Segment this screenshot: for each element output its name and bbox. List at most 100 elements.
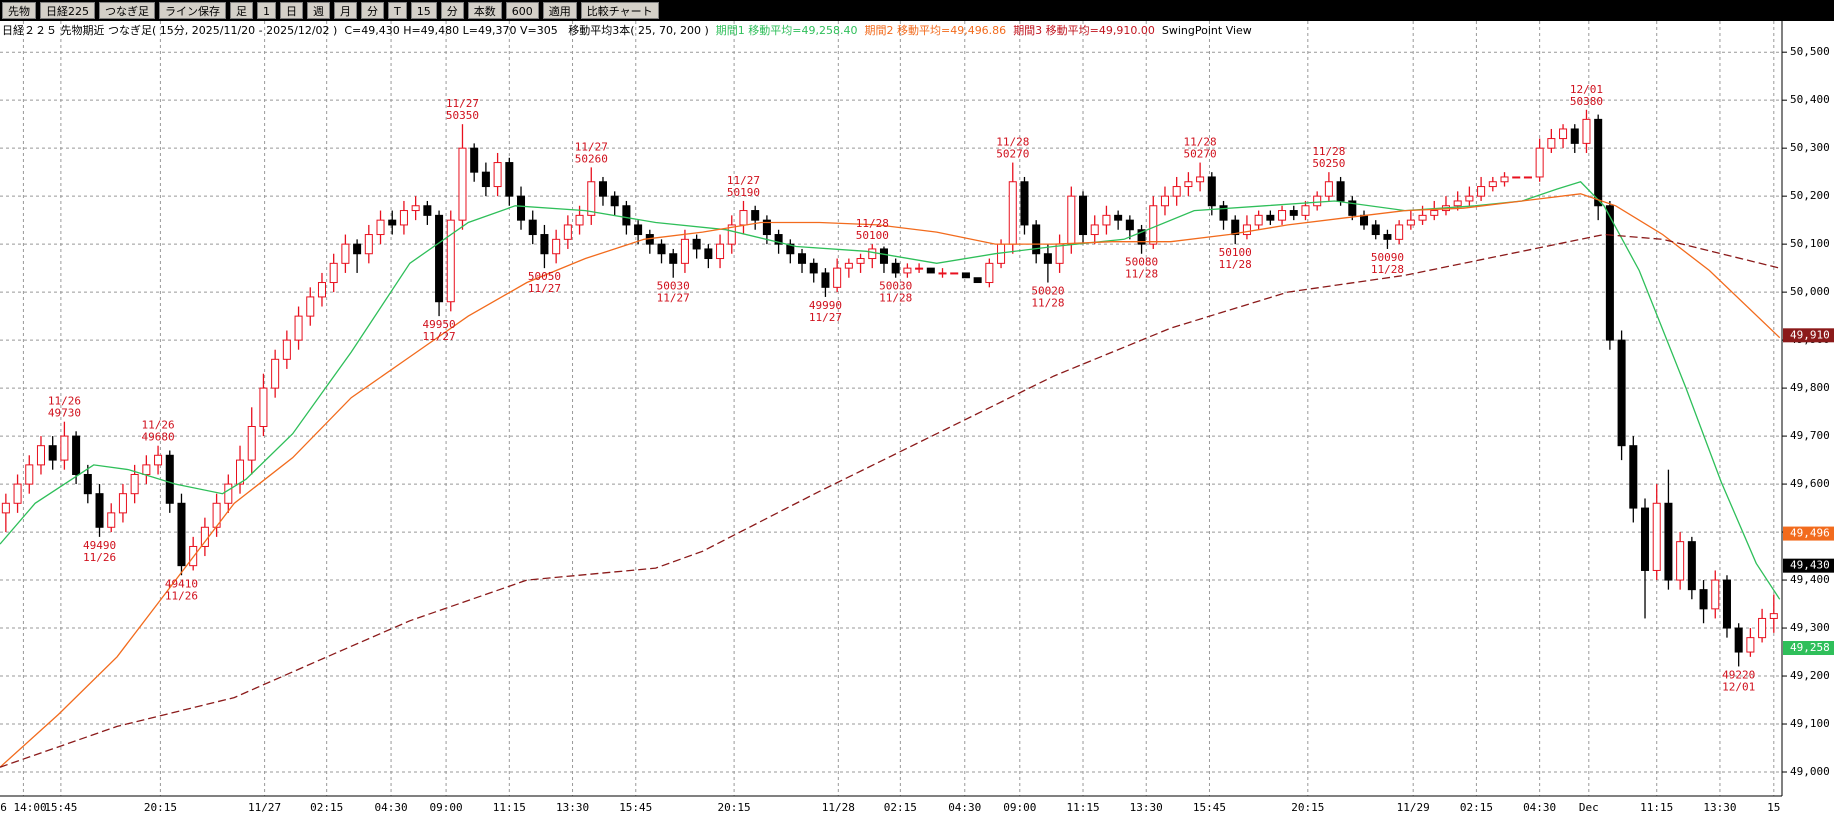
candle-body [1137, 229, 1146, 245]
candle-body [154, 454, 163, 466]
candle-body [938, 272, 947, 275]
toolbar-item[interactable]: 月 [334, 2, 357, 19]
candle-body [1219, 205, 1228, 221]
info-main: 日経２２５ 先物期近 つなぎ足( 15分, 2025/11/20 - 2025/… [2, 24, 709, 37]
swing-low-date: 11/28 [1371, 263, 1404, 276]
swing-high-date: 11/27 [727, 174, 760, 187]
price-tag-label: 49,496 [1790, 527, 1830, 540]
candle-body [985, 262, 994, 284]
toolbar-item[interactable]: 日経225 [40, 2, 95, 19]
toolbar-item[interactable]: 適用 [542, 2, 577, 19]
candle-body [1465, 195, 1474, 202]
candle-body [446, 219, 455, 303]
swing-high-price: 50270 [1184, 148, 1217, 161]
candle-body [1196, 176, 1205, 183]
candle-body [517, 195, 526, 221]
swing-high-date: 11/26 [48, 395, 81, 408]
candle-body [622, 205, 631, 226]
candle-body [177, 502, 186, 567]
toolbar-item[interactable]: 比較チャート [580, 2, 659, 19]
candle-body [1523, 176, 1532, 179]
toolbar-item[interactable]: 日 [280, 2, 303, 19]
y-tick-label: 49,400 [1790, 573, 1830, 586]
candle-body [364, 234, 373, 255]
swing-low-date: 11/26 [83, 551, 116, 564]
candle-body [458, 147, 467, 221]
candle-body [1605, 205, 1614, 341]
candle-body [961, 272, 970, 279]
candle-body [83, 473, 92, 495]
toolbar-item[interactable]: 分 [440, 2, 464, 19]
candle-body [118, 493, 127, 514]
x-tick-label: 09:00 [1003, 801, 1036, 814]
candle-body [1149, 205, 1158, 245]
toolbar-item[interactable]: 週 [307, 2, 330, 19]
candle-body [399, 210, 408, 226]
y-tick-label: 50,500 [1790, 45, 1830, 58]
candle-body [1289, 210, 1298, 216]
candle-body [1477, 186, 1486, 197]
candle-body [306, 296, 315, 317]
toolbar-item[interactable]: T [388, 2, 407, 19]
x-tick-label: 15 [1767, 801, 1780, 814]
candle-body [973, 277, 982, 284]
swing-high-date: 11/26 [141, 419, 174, 432]
candle-body [692, 238, 701, 250]
toolbar-item[interactable]: 分 [361, 2, 384, 19]
x-tick-label: 6 14:00 [0, 801, 46, 814]
x-tick-label: 09:00 [430, 801, 463, 814]
swing-low-date: 11/28 [1031, 297, 1064, 310]
toolbar-item[interactable]: つなぎ足 [99, 2, 155, 19]
candle-body [341, 243, 350, 264]
candle-body [926, 267, 935, 274]
candle-body [1278, 210, 1287, 221]
swing-low-price: 50020 [1031, 285, 1064, 298]
candle-body [1266, 214, 1275, 221]
x-tick-label: 11:15 [493, 801, 526, 814]
toolbar-item[interactable]: 1 [257, 2, 276, 19]
price-tag-label: 49,430 [1790, 559, 1830, 572]
candle-body [821, 272, 830, 288]
candle-body [1172, 186, 1181, 197]
candle-body [72, 435, 81, 475]
swing-low-price: 50100 [1219, 246, 1252, 259]
swing-high-date: 11/28 [1312, 145, 1345, 158]
toolbar-item[interactable]: 15 [410, 2, 437, 19]
swing-high-price: 50100 [856, 229, 889, 242]
ma3-info: 期間3 移動平均=49,910.00 [1013, 24, 1155, 37]
candle-body [540, 234, 549, 255]
toolbar: 先物 日経225 つなぎ足 ライン保存足 1 日週月分 T 15 分本数 600 適用 比較チャート [0, 0, 1834, 21]
candle-body [388, 219, 397, 226]
swing-high-price: 50260 [575, 152, 608, 165]
swing-high-date: 12/01 [1570, 83, 1603, 96]
x-tick-label: 04:30 [948, 801, 981, 814]
y-tick-label: 50,200 [1790, 189, 1830, 202]
swing-low-date: 12/01 [1722, 680, 1755, 693]
toolbar-item[interactable]: 600 [505, 2, 539, 19]
candle-body [1512, 176, 1521, 179]
candle-body [25, 464, 34, 485]
x-tick-label: 13:30 [1130, 801, 1163, 814]
candle-body [60, 435, 69, 461]
swing-high-price: 49730 [48, 407, 81, 420]
candle-body [1488, 181, 1497, 188]
candle-body [1254, 214, 1263, 226]
x-tick-label: 20:15 [718, 801, 751, 814]
candle-body [95, 493, 104, 528]
swing-low-date: 11/26 [165, 589, 198, 602]
candle-body [1184, 181, 1193, 188]
toolbar-item[interactable]: ライン保存 [159, 2, 226, 19]
chart-info: 日経２２５ 先物期近 つなぎ足( 15分, 2025/11/20 - 2025/… [2, 22, 1252, 38]
swing-low-date: 11/27 [657, 292, 690, 305]
swing-low-date: 11/28 [1125, 268, 1158, 281]
toolbar-item[interactable]: 足 [230, 2, 253, 19]
candle-body [1242, 224, 1251, 236]
toolbar-item[interactable]: 本数 [467, 2, 502, 19]
candle-body [1371, 224, 1380, 236]
x-tick-label: 02:15 [1460, 801, 1493, 814]
toolbar-item[interactable]: 先物 [2, 2, 36, 19]
candle-body [1547, 138, 1556, 149]
swing-low-price: 49990 [809, 299, 842, 312]
candle-body [903, 267, 912, 274]
